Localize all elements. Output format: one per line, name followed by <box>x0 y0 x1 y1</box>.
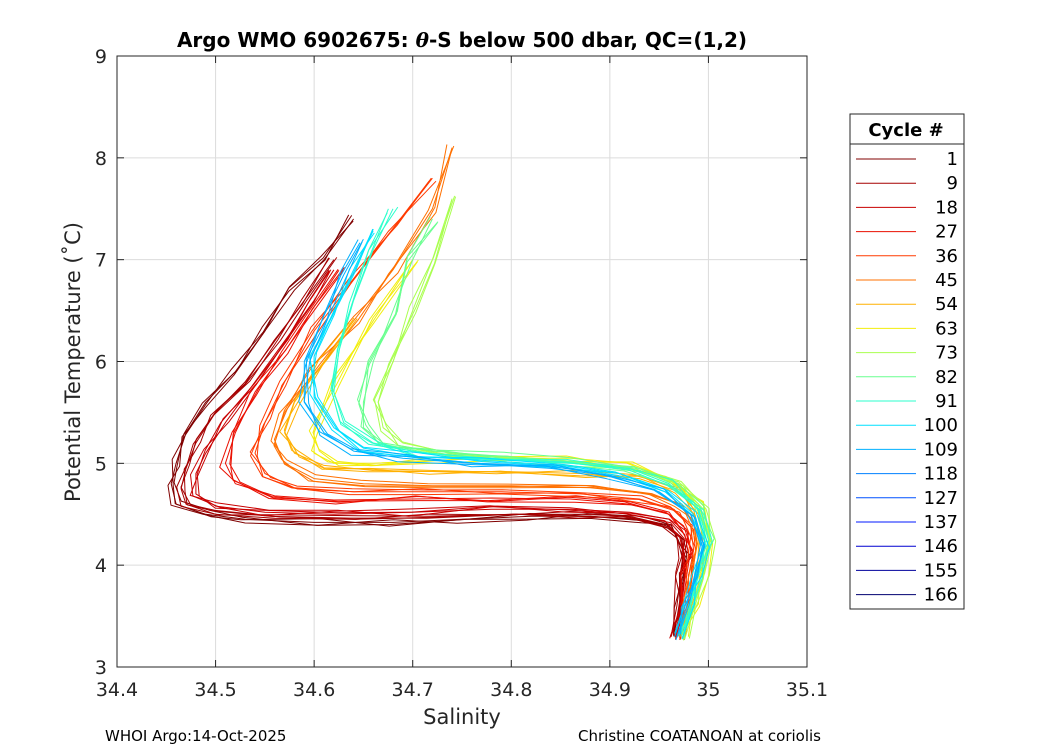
series-line-36-profile <box>250 180 697 634</box>
legend-label: 1 <box>947 149 958 170</box>
axis-ticks: 34.4 34.5 34.6 34.7 34.8 34.9 35 35.1 3 4 5 6 7 8 9 <box>95 46 828 701</box>
chart-title: Argo WMO 6902675: θ-S below 500 dbar, QC… <box>177 28 747 52</box>
y-tick-label: 9 <box>95 46 107 68</box>
legend-label: 166 <box>924 585 958 606</box>
series-line-18-profile <box>196 269 686 639</box>
legend-label: 82 <box>935 367 958 388</box>
series-line-18-profile <box>189 271 686 639</box>
series-line-9-profile <box>176 257 683 637</box>
y-tick-label: 8 <box>95 148 107 170</box>
legend-label: 109 <box>924 439 958 460</box>
x-tick-label: 34.4 <box>96 679 138 701</box>
x-tick-label: 34.9 <box>589 679 631 701</box>
legend-label: 146 <box>924 536 958 557</box>
series-line-109-profile <box>305 239 706 641</box>
legend-entries: 1 9 18 27 36 45 54 63 73 82 91 100 109 118 127 137 146 15… <box>856 149 958 606</box>
series-line-9-profile <box>183 257 684 638</box>
y-tick-label: 5 <box>95 453 107 475</box>
legend-label: 127 <box>924 488 958 509</box>
series-line-18-profile <box>190 269 690 636</box>
y-tick-label: 4 <box>95 555 107 577</box>
series-line-109-profile <box>298 242 703 635</box>
series-line-36-profile <box>256 177 697 639</box>
x-tick-label: 35 <box>696 679 720 701</box>
legend: Cycle # 1 9 18 27 36 45 54 63 73 82 91 100 109 118 127… <box>849 113 965 610</box>
series-line-45-profile <box>270 145 698 640</box>
series-line-1-profile <box>173 214 687 638</box>
legend-label: 91 <box>935 391 958 412</box>
series-line-36-profile <box>249 180 693 640</box>
legend-title: Cycle # <box>868 120 943 141</box>
y-tick-label: 7 <box>95 250 107 272</box>
legend-label: 54 <box>935 294 958 315</box>
series-line-100-profile <box>309 228 706 634</box>
legend-label: 100 <box>924 415 958 436</box>
legend-label: 155 <box>924 560 958 581</box>
x-tick-label: 34.6 <box>293 679 335 701</box>
legend-box <box>849 113 965 610</box>
y-tick-label: 6 <box>95 352 107 374</box>
legend-label: 36 <box>935 246 958 267</box>
legend-label: 63 <box>935 318 958 339</box>
legend-label: 27 <box>935 222 958 243</box>
legend-label: 18 <box>935 197 958 218</box>
x-tick-label: 34.7 <box>392 679 434 701</box>
legend-label: 137 <box>924 512 958 533</box>
legend-label: 118 <box>924 464 958 485</box>
footer-left: WHOI Argo:14-Oct-2025 <box>105 727 286 745</box>
y-tick-label: 3 <box>95 657 107 679</box>
series-layer <box>167 144 717 641</box>
series-line-1-profile <box>167 215 692 634</box>
series-line-54-profile <box>279 322 700 635</box>
legend-label: 73 <box>935 343 958 364</box>
legend-label: 45 <box>935 270 958 291</box>
series-line-36 <box>254 177 695 637</box>
series-line-27 <box>224 269 692 637</box>
x-axis-label: Salinity <box>423 705 501 729</box>
footer-right: Christine COATANOAN at coriolis <box>578 727 821 745</box>
y-axis-label: Potential Temperature (˚C) <box>61 222 85 502</box>
x-tick-label: 34.8 <box>490 679 532 701</box>
x-tick-label: 34.5 <box>194 679 236 701</box>
legend-label: 9 <box>947 173 958 194</box>
x-tick-label: 35.1 <box>786 679 828 701</box>
